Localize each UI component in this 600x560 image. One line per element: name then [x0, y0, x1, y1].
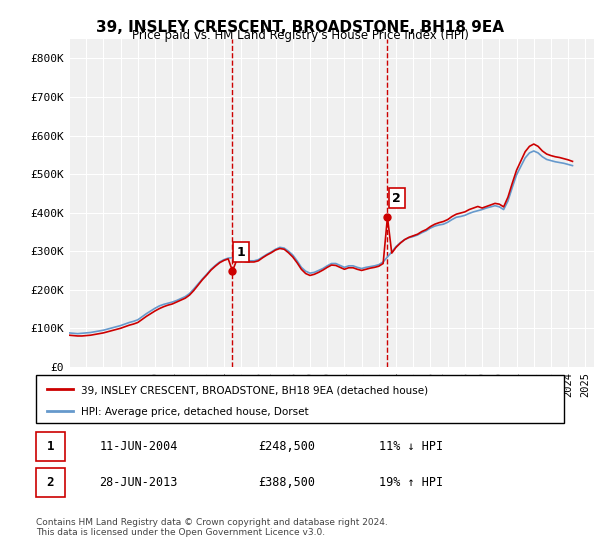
Text: £248,500: £248,500 — [258, 440, 315, 453]
FancyBboxPatch shape — [36, 432, 65, 461]
Text: HPI: Average price, detached house, Dorset: HPI: Average price, detached house, Dors… — [81, 407, 308, 417]
Text: Contains HM Land Registry data © Crown copyright and database right 2024.
This d: Contains HM Land Registry data © Crown c… — [36, 518, 388, 538]
Text: Price paid vs. HM Land Registry's House Price Index (HPI): Price paid vs. HM Land Registry's House … — [131, 29, 469, 42]
Text: 39, INSLEY CRESCENT, BROADSTONE, BH18 9EA (detached house): 39, INSLEY CRESCENT, BROADSTONE, BH18 9E… — [81, 385, 428, 395]
Text: 11% ↓ HPI: 11% ↓ HPI — [379, 440, 443, 453]
FancyBboxPatch shape — [36, 468, 65, 497]
Text: £388,500: £388,500 — [258, 477, 315, 489]
FancyBboxPatch shape — [36, 375, 564, 423]
Text: 1: 1 — [237, 246, 245, 259]
Text: 2: 2 — [47, 477, 54, 489]
Text: 39, INSLEY CRESCENT, BROADSTONE, BH18 9EA: 39, INSLEY CRESCENT, BROADSTONE, BH18 9E… — [96, 20, 504, 35]
Text: 11-JUN-2004: 11-JUN-2004 — [100, 440, 178, 453]
Text: 1: 1 — [47, 440, 54, 453]
Text: 28-JUN-2013: 28-JUN-2013 — [100, 477, 178, 489]
Text: 2: 2 — [392, 192, 401, 204]
Text: 19% ↑ HPI: 19% ↑ HPI — [379, 477, 443, 489]
